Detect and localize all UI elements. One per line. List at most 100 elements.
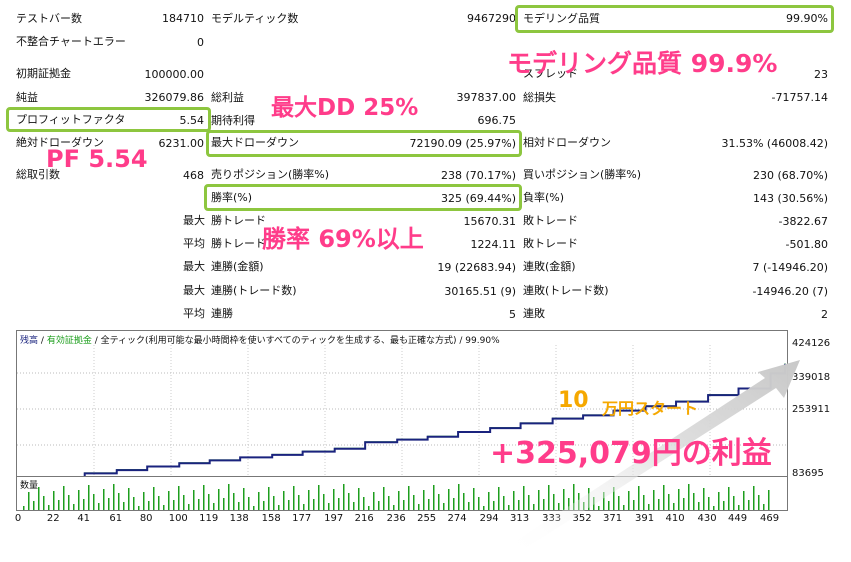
avg-win-trade-label: 勝トレード <box>211 237 266 250</box>
legend-balance: 残高 <box>20 336 39 346</box>
spread-value: 23 <box>814 68 828 81</box>
consec-wins-money-label: 連勝(金額) <box>211 260 264 273</box>
volume-label: 数量 <box>20 481 39 491</box>
test-bars-value: 184710 <box>162 12 204 25</box>
volume-bar <box>588 488 590 510</box>
volume-bar <box>683 498 685 510</box>
x-tick: 41 <box>77 513 91 524</box>
volume-bar <box>363 497 365 510</box>
pf-annotation: PF 5.54 <box>46 145 148 173</box>
volume-bar <box>93 494 95 510</box>
consec-losses-trades-label: 連敗(トレード数) <box>523 284 609 297</box>
volume-bar <box>623 505 625 510</box>
volume-bar <box>98 503 100 510</box>
volume-bar <box>158 496 160 510</box>
consec-wins-label: 連勝 <box>211 307 233 320</box>
volume-bar <box>183 495 185 510</box>
volume-bar <box>218 489 220 510</box>
volume-bar <box>113 484 115 510</box>
modeled-ticks-label: モデルティック数 <box>211 12 299 25</box>
volume-bar <box>593 497 595 510</box>
volume-bar <box>693 493 695 510</box>
volume-bar <box>28 492 30 510</box>
volume-bar <box>173 500 175 510</box>
profit-annotation: +325,079円の利益 <box>490 436 772 471</box>
volume-bar <box>433 485 435 510</box>
volume-bar <box>723 501 725 510</box>
volume-bar <box>703 488 705 510</box>
volume-bar <box>568 498 570 510</box>
volume-bar <box>383 487 385 510</box>
volume-bar <box>58 500 60 510</box>
volume-bar <box>233 493 235 510</box>
x-tick: 313 <box>510 513 530 524</box>
rel-drawdown-label: 相対ドローダウン <box>523 136 611 149</box>
long-positions-value: 230 (68.70%) <box>752 169 828 182</box>
avg-label: 平均 <box>183 237 205 250</box>
win-rate-value: 325 (69.44%) <box>440 192 516 205</box>
win-rate-label: 勝率(%) <box>211 191 253 204</box>
volume-bar <box>518 500 520 510</box>
x-tick: 371 <box>602 513 623 524</box>
x-tick: 61 <box>109 513 123 524</box>
volume-bar <box>413 495 415 510</box>
volume-bar <box>358 488 360 510</box>
volume-bar <box>33 501 35 510</box>
volume-bar <box>138 506 140 510</box>
volume-bar <box>558 503 560 510</box>
volume-bar <box>178 486 180 510</box>
volume-bar <box>708 497 710 510</box>
test-bars-label: テストバー数 <box>16 12 82 25</box>
volume-bar <box>48 505 50 510</box>
volume-bar <box>318 485 320 510</box>
spread-label: スプレッド <box>523 67 578 80</box>
volume-bar <box>38 487 40 510</box>
volume-bar <box>643 495 645 510</box>
expected-payoff-value: 696.75 <box>477 114 517 127</box>
volume-bar <box>478 497 480 510</box>
x-tick: 469 <box>760 513 780 524</box>
consec-losses-money-label: 連敗(金額) <box>523 260 576 273</box>
y-tick: 339018 <box>792 372 831 383</box>
x-tick: 0 <box>14 513 22 524</box>
gross-profit-value: 397837.00 <box>456 91 517 104</box>
start-capital-text: 万円スタート <box>602 399 699 418</box>
volume-bar <box>603 492 605 510</box>
x-tick: 80 <box>139 513 153 524</box>
volume-bar <box>493 501 495 510</box>
volume-bar <box>73 504 75 510</box>
max-loss-trade-value: -3822.67 <box>778 215 828 228</box>
y-tick: 253911 <box>792 404 831 415</box>
volume-bar <box>253 506 255 510</box>
volume-bar <box>648 504 650 510</box>
volume-bar <box>378 501 380 510</box>
volume-bar <box>768 490 770 510</box>
loss-rate-label: 負率(%) <box>523 191 565 204</box>
max-label: 最大 <box>183 214 205 227</box>
volume-bar <box>743 491 745 510</box>
volume-bar <box>563 489 565 510</box>
max-label-2: 最大 <box>183 260 205 273</box>
volume-bar <box>188 504 190 510</box>
x-tick: 119 <box>199 513 219 524</box>
volume-bar <box>203 485 205 510</box>
volume-bar <box>763 504 765 510</box>
y-tick: 424126 <box>792 338 831 349</box>
volume-bar <box>193 490 195 510</box>
volume-bar <box>673 503 675 510</box>
legend-equity: 有効証拠金 <box>46 336 92 346</box>
legend-description: / 全ティック(利用可能な最小時間枠を使いすべてのティックを生成する、最も正確な… <box>94 336 500 346</box>
abs-drawdown-value: 6231.00 <box>158 137 205 150</box>
win-trade-label: 勝トレード <box>211 214 266 227</box>
volume-bar <box>208 494 210 510</box>
volume-bar <box>243 488 245 510</box>
volume-bar <box>713 506 715 510</box>
volume-bar <box>438 494 440 510</box>
total-trades-label: 総取引数 <box>16 168 60 181</box>
volume-bar <box>573 484 575 510</box>
mismatch-errors-value: 0 <box>197 36 204 49</box>
volume-bar <box>238 502 240 510</box>
y-tick: 83695 <box>792 468 824 479</box>
long-positions-label: 買いポジション(勝率%) <box>523 168 642 181</box>
profit-factor-value: 5.54 <box>179 114 205 127</box>
